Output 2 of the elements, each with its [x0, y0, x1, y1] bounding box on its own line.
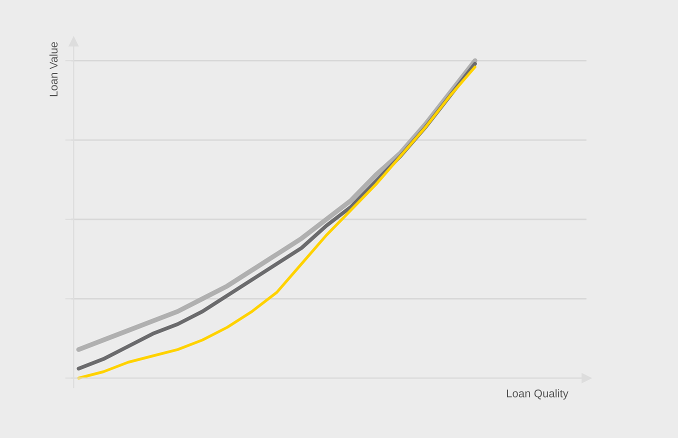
x-axis-title: Loan Quality [506, 389, 568, 400]
y-axis-title: Loan Value [49, 42, 58, 96]
